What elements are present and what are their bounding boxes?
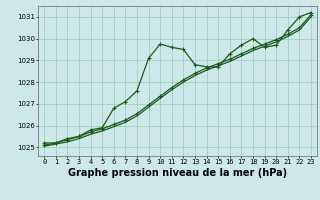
X-axis label: Graphe pression niveau de la mer (hPa): Graphe pression niveau de la mer (hPa) <box>68 168 287 178</box>
